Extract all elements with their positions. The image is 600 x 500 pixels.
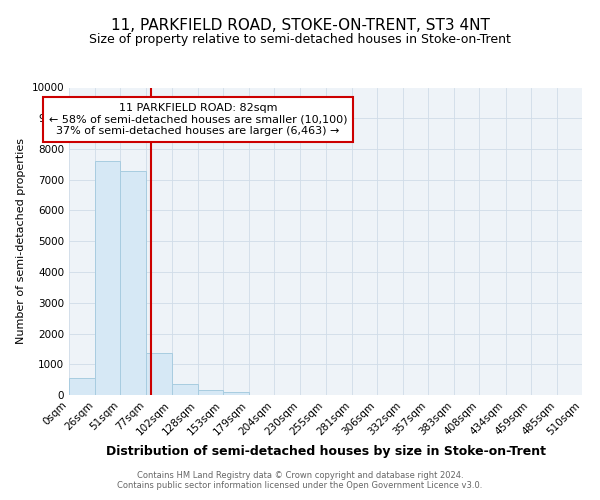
X-axis label: Distribution of semi-detached houses by size in Stoke-on-Trent: Distribution of semi-detached houses by …: [106, 445, 545, 458]
Bar: [172, 384, 198, 395]
Bar: [120, 170, 146, 395]
Bar: [69, 378, 95, 395]
Y-axis label: Number of semi-detached properties: Number of semi-detached properties: [16, 138, 26, 344]
Bar: [95, 162, 121, 395]
Bar: [223, 392, 249, 395]
Text: 11, PARKFIELD ROAD, STOKE-ON-TRENT, ST3 4NT: 11, PARKFIELD ROAD, STOKE-ON-TRENT, ST3 …: [110, 18, 490, 32]
Text: 11 PARKFIELD ROAD: 82sqm
← 58% of semi-detached houses are smaller (10,100)
37% : 11 PARKFIELD ROAD: 82sqm ← 58% of semi-d…: [49, 103, 347, 136]
Bar: [146, 354, 172, 395]
Text: Contains HM Land Registry data © Crown copyright and database right 2024.
Contai: Contains HM Land Registry data © Crown c…: [118, 470, 482, 490]
Bar: [198, 390, 223, 395]
Text: Size of property relative to semi-detached houses in Stoke-on-Trent: Size of property relative to semi-detach…: [89, 32, 511, 46]
